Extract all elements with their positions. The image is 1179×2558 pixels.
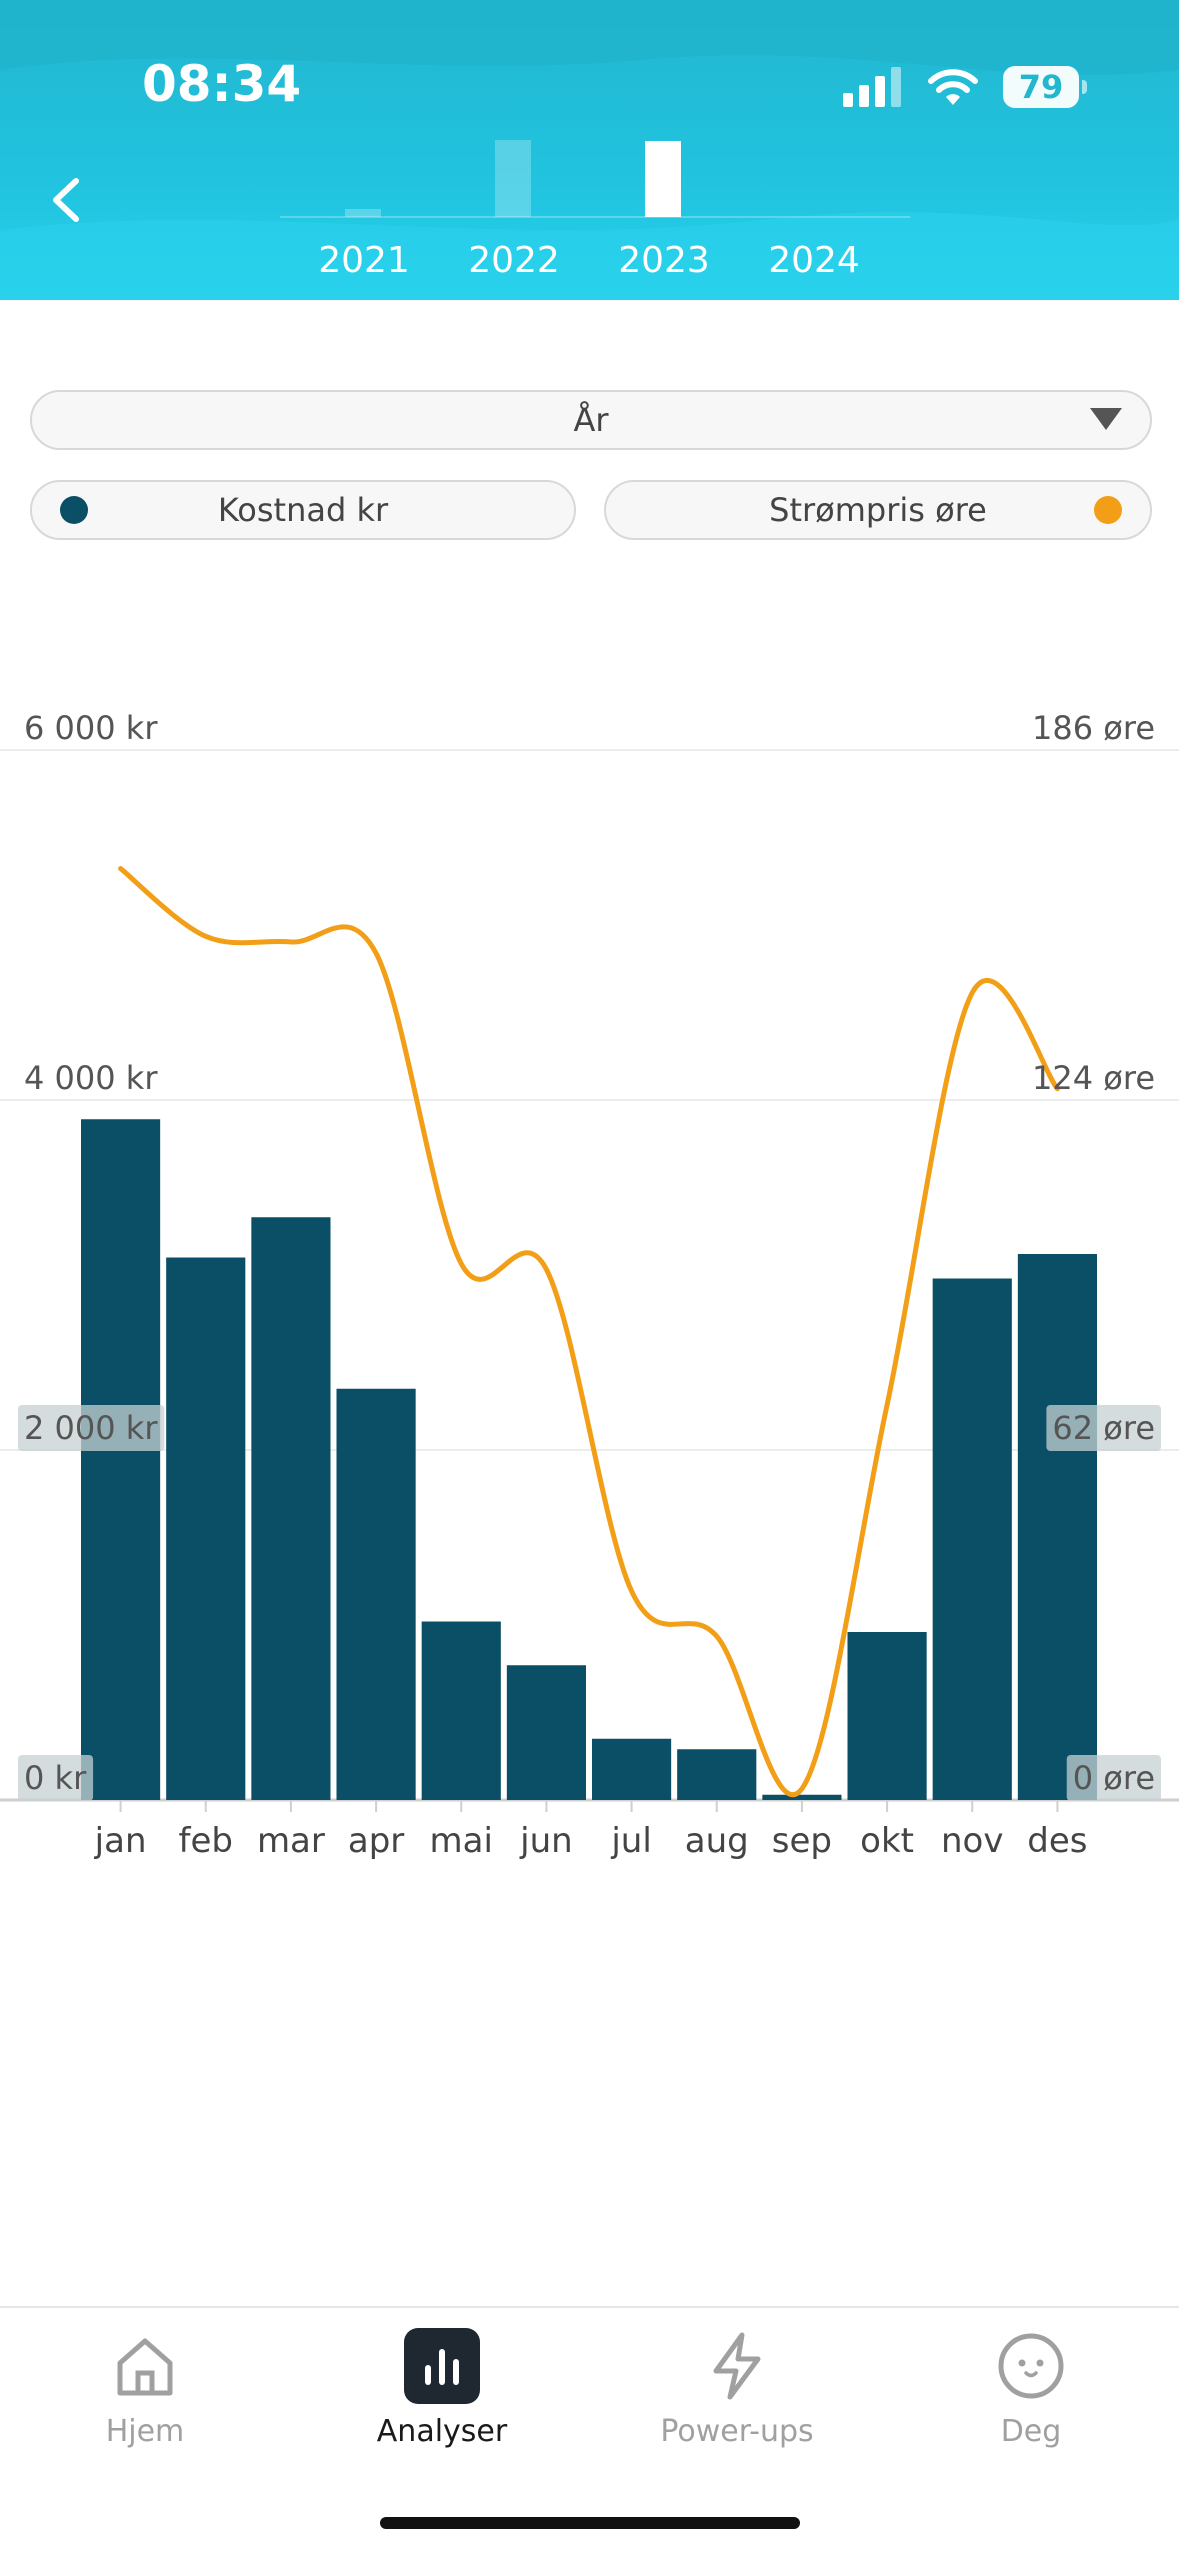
dropdown-caret-icon	[1090, 408, 1122, 430]
x-label-jul: jul	[610, 1821, 651, 1860]
y-left-tick: 6 000 kr	[24, 709, 158, 747]
status-icons: 79	[843, 62, 1079, 112]
battery-level: 79	[1019, 68, 1064, 106]
y-left-tick: 4 000 kr	[24, 1059, 158, 1097]
home-icon	[107, 2328, 183, 2404]
y-left-tick: 0 kr	[24, 1759, 87, 1797]
header: 08:34 79 2021 2022 2023 2024	[0, 0, 1179, 300]
period-dropdown[interactable]: År	[30, 390, 1152, 450]
back-button[interactable]	[40, 170, 90, 230]
nav-label: Analyser	[342, 2414, 542, 2449]
chart-icon	[404, 2328, 480, 2404]
x-label-feb: feb	[179, 1821, 233, 1860]
bar-aug	[677, 1749, 756, 1800]
y-right-tick: 0 øre	[1073, 1759, 1155, 1797]
year-tab-2022[interactable]: 2022	[454, 240, 574, 281]
lightning-icon	[699, 2328, 775, 2404]
battery-icon: 79	[1003, 66, 1079, 108]
cost-legend-dot	[60, 496, 88, 524]
x-label-nov: nov	[941, 1821, 1003, 1860]
x-label-des: des	[1027, 1821, 1087, 1860]
cost-toggle[interactable]: Kostnad kr	[30, 480, 576, 540]
x-label-aug: aug	[685, 1821, 749, 1860]
y-right-tick: 62 øre	[1052, 1409, 1155, 1447]
x-label-okt: okt	[860, 1821, 914, 1860]
chart-svg: 0 kr 0 øre 2 000 kr 62 øre 4 000 kr 124 øre 6 …	[0, 680, 1179, 1860]
bar-feb	[166, 1258, 245, 1801]
nav-item-analyser[interactable]: Analyser	[342, 2328, 542, 2449]
y-right-tick: 124 øre	[1032, 1059, 1155, 1097]
nav-label: Hjem	[45, 2414, 245, 2449]
y-left-tick: 2 000 kr	[24, 1409, 158, 1447]
bar-sep	[762, 1795, 841, 1800]
bar-jul	[592, 1739, 671, 1800]
bar-mar	[251, 1217, 330, 1800]
chevron-left-icon	[48, 175, 82, 225]
price-toggle[interactable]: Strømpris øre	[604, 480, 1152, 540]
period-dropdown-value: År	[573, 401, 608, 439]
wifi-icon	[927, 67, 979, 107]
year-tab-2023[interactable]: 2023	[604, 240, 724, 281]
bar-nov	[933, 1279, 1012, 1801]
x-label-jun: jun	[519, 1821, 573, 1860]
y-right-tick: 186 øre	[1032, 709, 1155, 747]
price-legend-dot	[1094, 496, 1122, 524]
bar-apr	[337, 1389, 416, 1800]
nav-item-hjem[interactable]: Hjem	[45, 2328, 245, 2449]
cost-toggle-label: Kostnad kr	[218, 491, 388, 529]
bar-okt	[848, 1632, 927, 1800]
nav-item-power-ups[interactable]: Power-ups	[637, 2328, 837, 2449]
year-summary-bars	[280, 135, 910, 220]
year-bar-2023[interactable]	[645, 141, 681, 217]
year-bar-2022[interactable]	[495, 140, 531, 217]
year-bar-2021[interactable]	[345, 209, 381, 217]
nav-item-deg[interactable]: Deg	[931, 2328, 1131, 2449]
x-label-mar: mar	[257, 1821, 325, 1860]
cost-price-chart: 0 kr 0 øre 2 000 kr 62 øre 4 000 kr 124 øre 6 …	[0, 680, 1179, 1860]
nav-label: Deg	[931, 2414, 1131, 2449]
cellular-signal-icon	[843, 67, 903, 107]
home-indicator	[380, 2517, 800, 2529]
nav-label: Power-ups	[637, 2414, 837, 2449]
year-tab-2021[interactable]: 2021	[304, 240, 424, 281]
price-toggle-label: Strømpris øre	[769, 491, 987, 529]
x-label-apr: apr	[348, 1821, 404, 1860]
status-time: 08:34	[142, 55, 301, 113]
bar-des	[1018, 1254, 1097, 1800]
year-tab-2024[interactable]: 2024	[754, 240, 874, 281]
bar-jun	[507, 1665, 586, 1800]
x-label-sep: sep	[772, 1821, 832, 1860]
x-label-mai: mai	[430, 1821, 493, 1860]
x-label-jan: jan	[94, 1821, 147, 1860]
bar-mai	[422, 1622, 501, 1801]
bar-jan	[81, 1119, 160, 1800]
face-icon	[993, 2328, 1069, 2404]
